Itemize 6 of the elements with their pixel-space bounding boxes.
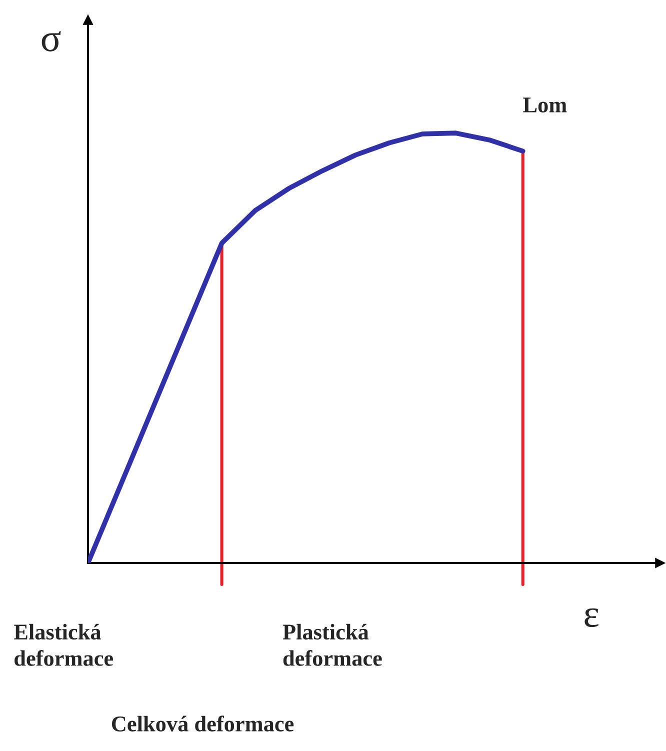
x-axis-title: ε: [584, 608, 598, 628]
text: Lom: [523, 98, 567, 112]
text: Plastická deformace: [282, 624, 382, 666]
text: Elastická deformace: [14, 624, 114, 666]
text: Celková deformace: [112, 716, 294, 732]
y-axis-title: σ: [42, 31, 61, 52]
